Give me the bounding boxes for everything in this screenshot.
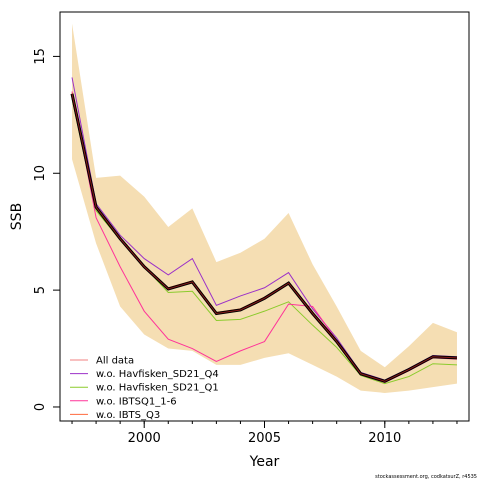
main-estimate-overlay [71,93,457,382]
x-axis-label: Year [249,454,280,470]
legend: All data w.o. Havfisken_SD21_Q4 w.o. Havfi… [70,356,219,421]
legend-label: w.o. IBTS_Q3 [96,410,160,421]
y-axis: 0 5 10 15 [33,48,61,411]
series-layer [70,77,458,385]
legend-label: w.o. IBTSQ1_1-6 [96,396,177,407]
footnote: stockassessment.org, codkatsurZ, r4535 [375,474,477,480]
legend-label: w.o. Havfisken_SD21_Q1 [96,383,219,394]
y-tick-label: 0 [33,403,48,411]
x-tick-label: 2010 [368,431,401,446]
confidence-band [72,23,457,393]
x-tick-label: 2005 [248,431,281,446]
legend-label: All data [96,356,134,367]
legend-label: w.o. Havfisken_SD21_Q4 [96,369,219,380]
y-tick-label: 10 [33,165,48,182]
y-tick-label: 5 [33,286,48,294]
x-axis: 2000 2005 2010 [71,420,458,446]
confidence-band-layer [72,23,457,393]
y-tick-label: 15 [33,48,48,65]
x-tick-label: 2000 [128,431,161,446]
y-axis-label: SSB [9,203,25,230]
